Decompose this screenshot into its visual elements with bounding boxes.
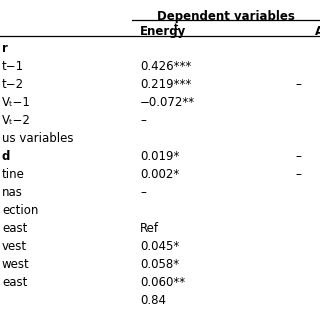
Text: Vₜ−1: Vₜ−1: [2, 96, 31, 109]
Text: Dependent variables: Dependent variables: [157, 10, 295, 23]
Text: 0.219***: 0.219***: [140, 78, 191, 91]
Text: Energy: Energy: [140, 25, 186, 38]
Text: vest: vest: [2, 240, 27, 253]
Text: t: t: [174, 23, 178, 32]
Text: r: r: [2, 42, 8, 55]
Text: Vₜ−2: Vₜ−2: [2, 114, 31, 127]
Text: −0.072**: −0.072**: [140, 96, 195, 109]
Text: –: –: [140, 114, 146, 127]
Text: 0.002*: 0.002*: [140, 168, 179, 181]
Text: nas: nas: [2, 186, 23, 199]
Text: 0.019*: 0.019*: [140, 150, 180, 163]
Text: tine: tine: [2, 168, 25, 181]
Text: ection: ection: [2, 204, 38, 217]
Text: A: A: [315, 25, 320, 38]
Text: 0.045*: 0.045*: [140, 240, 179, 253]
Text: 0.060**: 0.060**: [140, 276, 185, 289]
Text: –: –: [295, 150, 301, 163]
Text: 0.058*: 0.058*: [140, 258, 179, 271]
Text: Ref: Ref: [140, 222, 159, 235]
Text: –: –: [140, 186, 146, 199]
Text: –: –: [295, 78, 301, 91]
Text: east: east: [2, 276, 28, 289]
Text: t−1: t−1: [2, 60, 24, 73]
Text: t−2: t−2: [2, 78, 24, 91]
Text: east: east: [2, 222, 28, 235]
Text: d: d: [2, 150, 10, 163]
Text: 0.426***: 0.426***: [140, 60, 191, 73]
Text: west: west: [2, 258, 30, 271]
Text: us variables: us variables: [2, 132, 74, 145]
Text: –: –: [295, 168, 301, 181]
Text: 0.84: 0.84: [140, 294, 166, 307]
